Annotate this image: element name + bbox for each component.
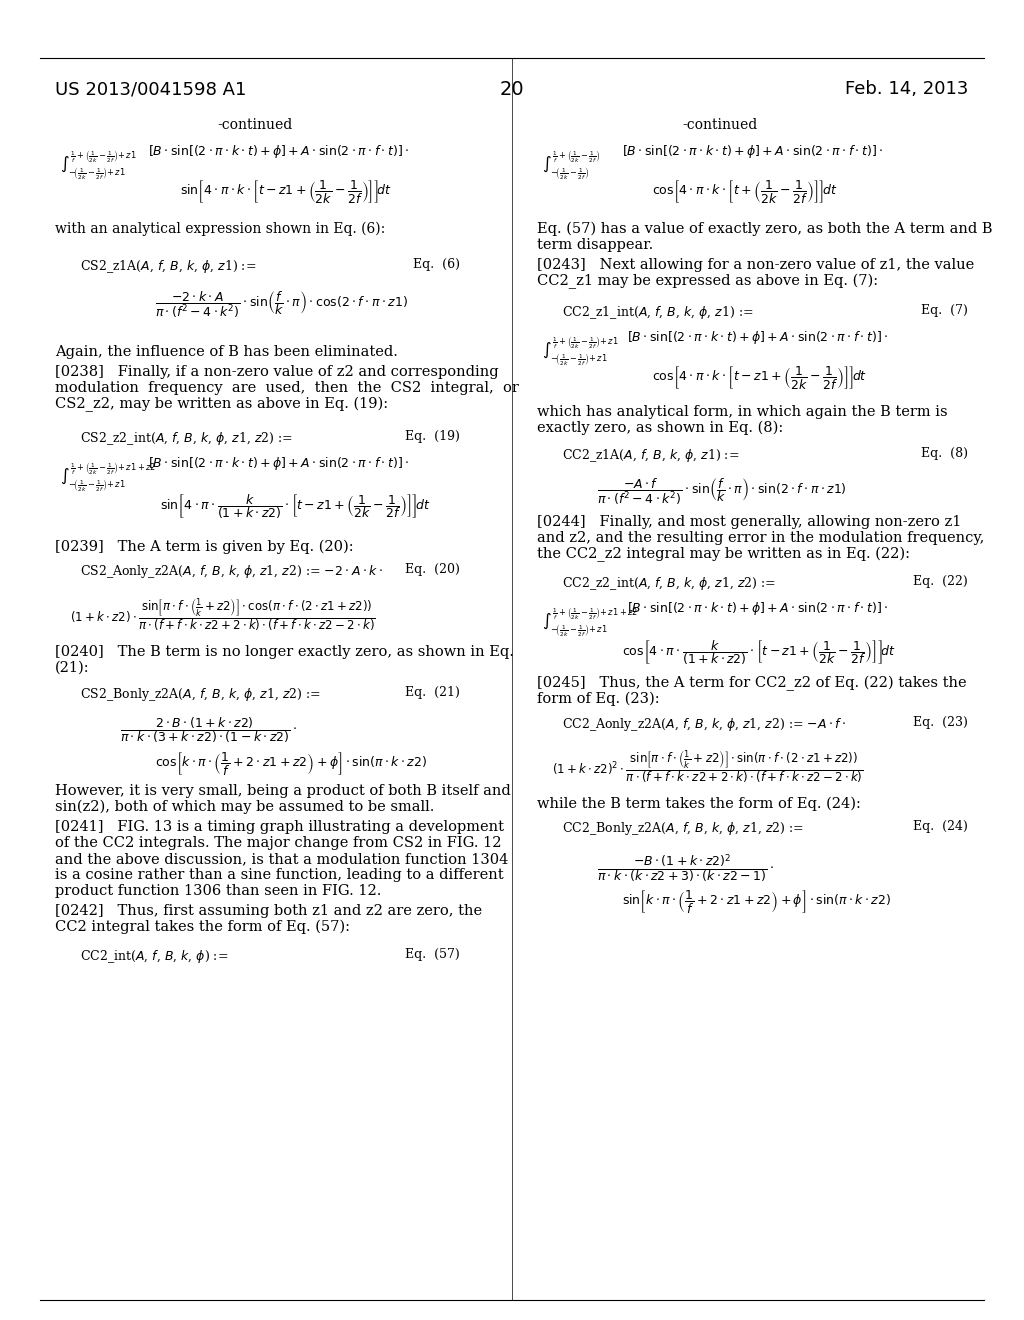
- Text: [0239]   The A term is given by Eq. (20):: [0239] The A term is given by Eq. (20):: [55, 540, 353, 554]
- Text: Eq.  (6): Eq. (6): [413, 257, 460, 271]
- Text: [0243]   Next allowing for a non-zero value of z1, the value: [0243] Next allowing for a non-zero valu…: [537, 257, 974, 272]
- Text: [0242]   Thus, first assuming both z1 and z2 are zero, the: [0242] Thus, first assuming both z1 and …: [55, 904, 482, 917]
- Text: modulation  frequency  are  used,  then  the  CS2  integral,  or: modulation frequency are used, then the …: [55, 381, 519, 395]
- Text: $\dfrac{-2\cdot k\cdot A}{\pi\cdot(f^2-4\cdot k^2)}\cdot\sin\!\left(\dfrac{f}{k}: $\dfrac{-2\cdot k\cdot A}{\pi\cdot(f^2-4…: [155, 290, 408, 321]
- Text: CC2_Aonly_z2A($A$, $f$, $B$, $k$, $\phi$, $z$1, $z$2) := $-A\cdot f\cdot$: CC2_Aonly_z2A($A$, $f$, $B$, $k$, $\phi$…: [562, 715, 846, 733]
- Text: $\sin\!\left[k\cdot\pi\cdot\left(\dfrac{1}{f}+2\cdot z1+z2\right)+\phi\right]\cd: $\sin\!\left[k\cdot\pi\cdot\left(\dfrac{…: [622, 888, 891, 915]
- Text: $\int_{-\!\left(\frac{1}{2k}-\frac{1}{2f}\right)\!+z1}^{\frac{1}{f}+\left(\frac{: $\int_{-\!\left(\frac{1}{2k}-\frac{1}{2f…: [542, 334, 618, 367]
- Text: Eq.  (8): Eq. (8): [921, 447, 968, 459]
- Text: CC2_z1 may be expressed as above in Eq. (7):: CC2_z1 may be expressed as above in Eq. …: [537, 275, 879, 289]
- Text: $(1+k\cdot z2)^2\cdot\dfrac{\sin\!\left[\pi\cdot f\cdot\left(\frac{1}{k}+z2\righ: $(1+k\cdot z2)^2\cdot\dfrac{\sin\!\left[…: [552, 748, 863, 784]
- Text: 20: 20: [500, 81, 524, 99]
- Text: $\int_{-\!\left(\frac{1}{2k}-\frac{1}{2f}\right)\!+z1}^{\frac{1}{f}+\left(\frac{: $\int_{-\!\left(\frac{1}{2k}-\frac{1}{2f…: [542, 605, 638, 639]
- Text: $\sin\!\left[4\cdot\pi\cdot\dfrac{k}{(1+k\cdot z2)}\cdot\left[t-z1+\left(\dfrac{: $\sin\!\left[4\cdot\pi\cdot\dfrac{k}{(1+…: [160, 492, 431, 521]
- Text: Eq. (57) has a value of exactly zero, as both the A term and B: Eq. (57) has a value of exactly zero, as…: [537, 222, 992, 236]
- Text: $\dfrac{2\cdot B\cdot(1+k\cdot z2)}{\pi\cdot k\cdot(3+k\cdot z2)\cdot(1-k\cdot z: $\dfrac{2\cdot B\cdot(1+k\cdot z2)}{\pi\…: [120, 715, 297, 744]
- Text: $[B\cdot\sin[(2\cdot\pi\cdot k\cdot t)+\phi]+A\cdot\sin(2\cdot\pi\cdot f\cdot t): $[B\cdot\sin[(2\cdot\pi\cdot k\cdot t)+\…: [622, 143, 883, 160]
- Text: Eq.  (20): Eq. (20): [406, 564, 460, 576]
- Text: Eq.  (23): Eq. (23): [913, 715, 968, 729]
- Text: CS2_z2, may be written as above in Eq. (19):: CS2_z2, may be written as above in Eq. (…: [55, 397, 388, 412]
- Text: [0245]   Thus, the A term for CC2_z2 of Eq. (22) takes the: [0245] Thus, the A term for CC2_z2 of Eq…: [537, 676, 967, 692]
- Text: Eq.  (19): Eq. (19): [406, 430, 460, 444]
- Text: -continued: -continued: [217, 117, 293, 132]
- Text: and the above discussion, is that a modulation function 1304: and the above discussion, is that a modu…: [55, 851, 508, 866]
- Text: [0240]   The B term is no longer exactly zero, as shown in Eq.: [0240] The B term is no longer exactly z…: [55, 645, 514, 659]
- Text: $[B\cdot\sin[(2\cdot\pi\cdot k\cdot t)+\phi]+A\cdot\sin(2\cdot\pi\cdot f\cdot t): $[B\cdot\sin[(2\cdot\pi\cdot k\cdot t)+\…: [627, 601, 888, 616]
- Text: with an analytical expression shown in Eq. (6):: with an analytical expression shown in E…: [55, 222, 385, 236]
- Text: CS2_z2_int($A$, $f$, $B$, $k$, $\phi$, $z$1, $z$2) :=: CS2_z2_int($A$, $f$, $B$, $k$, $\phi$, $…: [80, 430, 293, 447]
- Text: $\cos\!\left[k\cdot\pi\cdot\left(\dfrac{1}{f}+2\cdot z1+z2\right)+\phi\right]\cd: $\cos\!\left[k\cdot\pi\cdot\left(\dfrac{…: [155, 750, 427, 777]
- Text: However, it is very small, being a product of both B itself and: However, it is very small, being a produ…: [55, 784, 511, 799]
- Text: Eq.  (7): Eq. (7): [922, 304, 968, 317]
- Text: $\dfrac{-B\cdot(1+k\cdot z2)^2}{\pi\cdot k\cdot(k\cdot z2+3)\cdot(k\cdot z2-1)}\: $\dfrac{-B\cdot(1+k\cdot z2)^2}{\pi\cdot…: [597, 851, 774, 884]
- Text: US 2013/0041598 A1: US 2013/0041598 A1: [55, 81, 247, 98]
- Text: [0238]   Finally, if a non-zero value of z2 and corresponding: [0238] Finally, if a non-zero value of z…: [55, 366, 499, 379]
- Text: CC2 integral takes the form of Eq. (57):: CC2 integral takes the form of Eq. (57):: [55, 920, 350, 935]
- Text: Eq.  (57): Eq. (57): [406, 948, 460, 961]
- Text: Eq.  (24): Eq. (24): [913, 820, 968, 833]
- Text: term disappear.: term disappear.: [537, 238, 653, 252]
- Text: $\int_{-\!\left(\frac{1}{2k}-\frac{1}{2f}\right)}^{\frac{1}{f}+\left(\frac{1}{2k: $\int_{-\!\left(\frac{1}{2k}-\frac{1}{2f…: [542, 148, 600, 182]
- Text: sin(z2), both of which may be assumed to be small.: sin(z2), both of which may be assumed to…: [55, 800, 434, 814]
- Text: while the B term takes the form of Eq. (24):: while the B term takes the form of Eq. (…: [537, 797, 861, 812]
- Text: form of Eq. (23):: form of Eq. (23):: [537, 692, 659, 706]
- Text: [0241]   FIG. 13 is a timing graph illustrating a development: [0241] FIG. 13 is a timing graph illustr…: [55, 820, 504, 834]
- Text: which has analytical form, in which again the B term is: which has analytical form, in which agai…: [537, 405, 947, 418]
- Text: [0244]   Finally, and most generally, allowing non-zero z1: [0244] Finally, and most generally, allo…: [537, 515, 962, 529]
- Text: CC2_z1A($A$, $f$, $B$, $k$, $\phi$, $z$1) :=: CC2_z1A($A$, $f$, $B$, $k$, $\phi$, $z$1…: [562, 447, 739, 465]
- Text: Again, the influence of B has been eliminated.: Again, the influence of B has been elimi…: [55, 345, 398, 359]
- Text: Eq.  (22): Eq. (22): [913, 576, 968, 587]
- Text: $\dfrac{-A\cdot f}{\pi\cdot(f^2-4\cdot k^2)}\cdot\sin\!\left(\dfrac{f}{k}\cdot\p: $\dfrac{-A\cdot f}{\pi\cdot(f^2-4\cdot k…: [597, 477, 847, 507]
- Text: CC2_z2_int($A$, $f$, $B$, $k$, $\phi$, $z$1, $z$2) :=: CC2_z2_int($A$, $f$, $B$, $k$, $\phi$, $…: [562, 576, 776, 591]
- Text: $[B\cdot\sin[(2\cdot\pi\cdot k\cdot t)+\phi]+A\cdot\sin(2\cdot\pi\cdot f\cdot t): $[B\cdot\sin[(2\cdot\pi\cdot k\cdot t)+\…: [627, 329, 888, 346]
- Text: the CC2_z2 integral may be written as in Eq. (22):: the CC2_z2 integral may be written as in…: [537, 546, 910, 562]
- Text: Eq.  (21): Eq. (21): [406, 686, 460, 700]
- Text: CS2_Aonly_z2A($A$, $f$, $B$, $k$, $\phi$, $z$1, $z$2) := $-2\cdot A\cdot k\cdot$: CS2_Aonly_z2A($A$, $f$, $B$, $k$, $\phi$…: [80, 564, 383, 579]
- Text: and z2, and the resulting error in the modulation frequency,: and z2, and the resulting error in the m…: [537, 531, 984, 545]
- Text: $[B\cdot\sin[(2\cdot\pi\cdot k\cdot t)+\phi]+A\cdot\sin(2\cdot\pi\cdot f\cdot t): $[B\cdot\sin[(2\cdot\pi\cdot k\cdot t)+\…: [148, 143, 410, 160]
- Text: Feb. 14, 2013: Feb. 14, 2013: [845, 81, 968, 98]
- Text: CC2_z1_int($A$, $f$, $B$, $k$, $\phi$, $z$1) :=: CC2_z1_int($A$, $f$, $B$, $k$, $\phi$, $…: [562, 304, 754, 321]
- Text: product function 1306 than seen in FIG. 12.: product function 1306 than seen in FIG. …: [55, 884, 381, 898]
- Text: exactly zero, as shown in Eq. (8):: exactly zero, as shown in Eq. (8):: [537, 421, 783, 436]
- Text: of the CC2 integrals. The major change from CS2 in FIG. 12: of the CC2 integrals. The major change f…: [55, 836, 502, 850]
- Text: CC2_int($A$, $f$, $B$, $k$, $\phi$) :=: CC2_int($A$, $f$, $B$, $k$, $\phi$) :=: [80, 948, 228, 965]
- Text: $\int_{-\!\left(\frac{1}{2k}-\frac{1}{2f}\right)\!+z1}^{\frac{1}{f}+\left(\frac{: $\int_{-\!\left(\frac{1}{2k}-\frac{1}{2f…: [60, 148, 137, 182]
- Text: $\cos\!\left[4\cdot\pi\cdot k\cdot\left[t-z1+\left(\dfrac{1}{2k}-\dfrac{1}{2f}\r: $\cos\!\left[4\cdot\pi\cdot k\cdot\left[…: [652, 364, 867, 391]
- Text: $\sin\!\left[4\cdot\pi\cdot k\cdot\left[t-z1+\left(\dfrac{1}{2k}-\dfrac{1}{2f}\r: $\sin\!\left[4\cdot\pi\cdot k\cdot\left[…: [180, 178, 392, 205]
- Text: CS2_Bonly_z2A($A$, $f$, $B$, $k$, $\phi$, $z$1, $z$2) :=: CS2_Bonly_z2A($A$, $f$, $B$, $k$, $\phi$…: [80, 686, 321, 704]
- Text: $[B\cdot\sin[(2\cdot\pi\cdot k\cdot t)+\phi]+A\cdot\sin(2\cdot\pi\cdot f\cdot t): $[B\cdot\sin[(2\cdot\pi\cdot k\cdot t)+\…: [148, 455, 410, 473]
- Text: $\cos\!\left[4\cdot\pi\cdot\dfrac{k}{(1+k\cdot z2)}\cdot\left[t-z1+\left(\dfrac{: $\cos\!\left[4\cdot\pi\cdot\dfrac{k}{(1+…: [622, 638, 896, 667]
- Text: -continued: -continued: [682, 117, 758, 132]
- Text: CC2_Bonly_z2A($A$, $f$, $B$, $k$, $\phi$, $z$1, $z$2) :=: CC2_Bonly_z2A($A$, $f$, $B$, $k$, $\phi$…: [562, 820, 804, 837]
- Text: CS2_z1A($A$, $f$, $B$, $k$, $\phi$, $z$1) :=: CS2_z1A($A$, $f$, $B$, $k$, $\phi$, $z$1…: [80, 257, 256, 275]
- Text: $(1+k\cdot z2)\cdot\dfrac{\sin\!\left[\pi\cdot f\cdot\left(\frac{1}{k}+z2\right): $(1+k\cdot z2)\cdot\dfrac{\sin\!\left[\p…: [70, 597, 376, 632]
- Text: $\cos\!\left[4\cdot\pi\cdot k\cdot\left[t+\left(\dfrac{1}{2k}-\dfrac{1}{2f}\righ: $\cos\!\left[4\cdot\pi\cdot k\cdot\left[…: [652, 178, 838, 205]
- Text: $\int_{-\!\left(\frac{1}{2k}-\frac{1}{2f}\right)\!+z1}^{\frac{1}{f}+\left(\frac{: $\int_{-\!\left(\frac{1}{2k}-\frac{1}{2f…: [60, 459, 157, 494]
- Text: (21):: (21):: [55, 661, 90, 675]
- Text: is a cosine rather than a sine function, leading to a different: is a cosine rather than a sine function,…: [55, 869, 504, 882]
